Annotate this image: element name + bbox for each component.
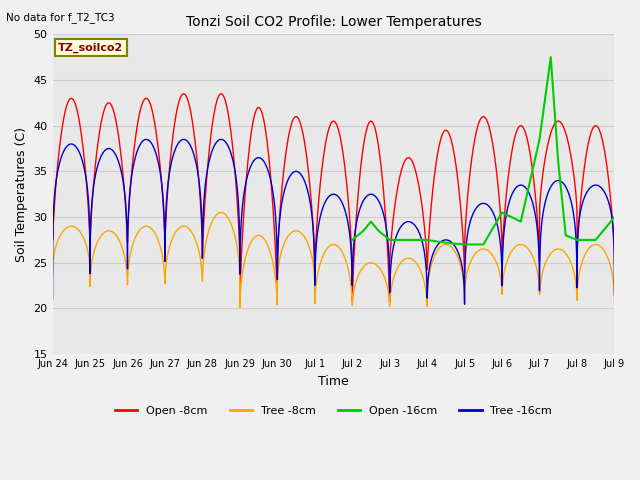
Open -16cm: [517, 219, 525, 225]
Open -8cm: [611, 260, 618, 265]
X-axis label: Time: Time: [318, 374, 349, 387]
Tree -8cm: [264, 244, 272, 250]
Open -16cm: [360, 228, 367, 234]
Open -8cm: [236, 300, 244, 305]
Line: Tree -16cm: Tree -16cm: [52, 139, 614, 304]
Open -16cm: [367, 219, 375, 225]
Tree -16cm: [142, 136, 150, 142]
Legend: Open -8cm, Tree -8cm, Open -16cm, Tree -16cm: Open -8cm, Tree -8cm, Open -16cm, Tree -…: [110, 401, 557, 420]
Tree -16cm: [600, 188, 607, 194]
Tree -16cm: [264, 168, 272, 174]
Open -8cm: [146, 100, 154, 106]
Open -16cm: [562, 232, 570, 238]
Open -16cm: [397, 237, 404, 243]
Tree -8cm: [113, 233, 120, 239]
Open -8cm: [540, 168, 547, 174]
Open -16cm: [348, 237, 356, 243]
Open -16cm: [386, 237, 394, 243]
Tree -16cm: [49, 297, 56, 302]
Tree -8cm: [146, 225, 154, 230]
Open -16cm: [404, 237, 412, 243]
Text: TZ_soilco2: TZ_soilco2: [58, 42, 124, 53]
Tree -8cm: [540, 267, 547, 273]
Open -16cm: [472, 241, 479, 247]
Tree -8cm: [218, 210, 225, 216]
Open -16cm: [423, 237, 431, 243]
Text: No data for f_T2_TC3: No data for f_T2_TC3: [6, 12, 115, 23]
Tree -8cm: [236, 305, 244, 311]
Open -8cm: [49, 210, 56, 216]
Open -16cm: [554, 159, 562, 165]
Open -8cm: [180, 91, 188, 96]
Open -16cm: [442, 240, 450, 246]
Open -16cm: [461, 241, 468, 247]
Tree -8cm: [600, 247, 607, 253]
Open -8cm: [113, 121, 120, 127]
Open -16cm: [611, 214, 618, 220]
Open -16cm: [536, 136, 543, 142]
Open -8cm: [289, 118, 296, 123]
Line: Open -16cm: Open -16cm: [352, 57, 614, 244]
Tree -16cm: [540, 209, 547, 215]
Tree -16cm: [113, 154, 120, 160]
Open -16cm: [374, 228, 382, 234]
Tree -8cm: [49, 274, 56, 279]
Open -8cm: [264, 150, 272, 156]
Open -16cm: [479, 241, 487, 247]
Line: Tree -8cm: Tree -8cm: [52, 213, 614, 308]
Title: Tonzi Soil CO2 Profile: Lower Temperatures: Tonzi Soil CO2 Profile: Lower Temperatur…: [186, 15, 481, 29]
Open -16cm: [435, 239, 442, 245]
Open -16cm: [498, 210, 506, 216]
Open -16cm: [592, 237, 600, 243]
Open -16cm: [573, 237, 581, 243]
Tree -16cm: [147, 139, 154, 144]
Tree -16cm: [289, 170, 296, 176]
Y-axis label: Soil Temperatures (C): Soil Temperatures (C): [15, 127, 28, 262]
Open -16cm: [547, 54, 555, 60]
Tree -16cm: [611, 292, 618, 298]
Tree -16cm: [461, 301, 468, 307]
Open -8cm: [600, 144, 607, 149]
Open -16cm: [412, 237, 420, 243]
Tree -8cm: [289, 229, 296, 235]
Open -16cm: [449, 240, 457, 246]
Line: Open -8cm: Open -8cm: [52, 94, 614, 302]
Tree -8cm: [611, 301, 618, 307]
